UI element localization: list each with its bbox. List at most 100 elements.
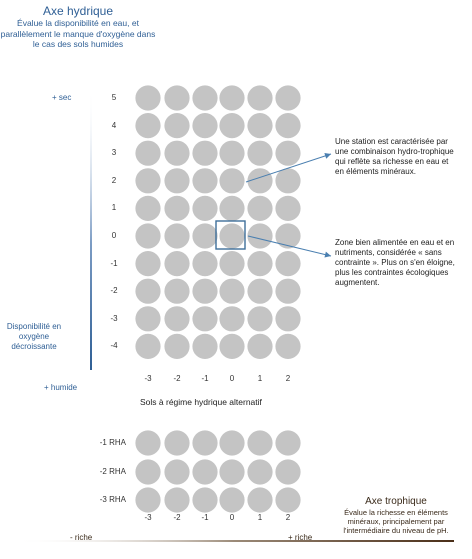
rha-row-label: -3 RHA bbox=[99, 495, 126, 504]
rha-cell bbox=[219, 487, 245, 513]
rha-cell bbox=[275, 459, 301, 485]
grid-cell bbox=[219, 333, 245, 359]
grid-cell bbox=[247, 223, 273, 249]
arrow-layer bbox=[215, 153, 332, 258]
col-label: -3 bbox=[144, 374, 152, 383]
rha-cell bbox=[164, 430, 190, 456]
grid-cell bbox=[192, 306, 218, 332]
grid-cell bbox=[247, 333, 273, 359]
rha-cell bbox=[219, 459, 245, 485]
grid-cell bbox=[275, 168, 301, 194]
oxygen-label: Disponibilité en oxygène décroissante bbox=[6, 322, 62, 351]
rha-col-label: 0 bbox=[229, 513, 235, 522]
grid-cell bbox=[219, 113, 245, 139]
grid-cell bbox=[247, 168, 273, 194]
grid-cell bbox=[219, 306, 245, 332]
grid-cell bbox=[275, 113, 301, 139]
hydric-axis-title: Axe hydrique bbox=[42, 4, 114, 18]
grid-cell bbox=[135, 168, 161, 194]
grid-cell bbox=[164, 168, 190, 194]
grid-cell bbox=[135, 223, 161, 249]
hydric-axis-description: Évalue la disponibilité en eau, et paral… bbox=[0, 18, 156, 49]
grid-cell bbox=[135, 195, 161, 221]
row-label: -2 bbox=[110, 286, 118, 296]
rha-cell bbox=[135, 459, 161, 485]
col-label: 0 bbox=[229, 374, 235, 383]
grid-cell bbox=[192, 85, 218, 111]
grid-layer bbox=[135, 85, 301, 513]
row-label: 3 bbox=[111, 148, 117, 158]
rha-cell bbox=[275, 487, 301, 513]
grid-cell bbox=[275, 251, 301, 277]
grid-cell bbox=[135, 278, 161, 304]
row-label: 0 bbox=[111, 231, 117, 240]
grid-cell bbox=[219, 278, 245, 304]
grid-cell bbox=[164, 113, 190, 139]
zone-annotation: Zone bien alimentée en eau et en nutrime… bbox=[335, 238, 455, 287]
grid-cell bbox=[247, 278, 273, 304]
grid-cell bbox=[275, 306, 301, 332]
grid-cell bbox=[219, 140, 245, 166]
grid-cell bbox=[135, 140, 161, 166]
grid-cell bbox=[164, 306, 190, 332]
grid-cell bbox=[275, 223, 301, 249]
grid-cell bbox=[247, 140, 273, 166]
grid-cell bbox=[275, 195, 301, 221]
grid-cell bbox=[192, 278, 218, 304]
grid-cell bbox=[192, 251, 218, 277]
rha-col-label: -1 bbox=[201, 513, 209, 522]
rha-cell bbox=[164, 487, 190, 513]
grid-cell bbox=[192, 168, 218, 194]
grid-cell bbox=[219, 251, 245, 277]
trophic-axis-title: Axe trophique bbox=[365, 496, 427, 507]
rha-col-label: 1 bbox=[257, 513, 263, 522]
grid-cell bbox=[275, 140, 301, 166]
grid-cell bbox=[219, 168, 245, 194]
rha-row-label: -2 RHA bbox=[99, 467, 126, 476]
row-label: 1 bbox=[111, 203, 117, 213]
row-label: -1 bbox=[110, 258, 118, 268]
grid-cell bbox=[192, 195, 218, 221]
grid-cell bbox=[135, 306, 161, 332]
grid-cell bbox=[135, 113, 161, 139]
rha-section-title: Sols à régime hydrique alternatif bbox=[140, 397, 262, 407]
rha-cell bbox=[219, 430, 245, 456]
grid-cell bbox=[164, 195, 190, 221]
station-arrow bbox=[245, 153, 332, 183]
rha-cell bbox=[275, 430, 301, 456]
col-label: 2 bbox=[285, 374, 291, 383]
grid-cell bbox=[192, 223, 218, 249]
hydric-axis-line bbox=[90, 88, 92, 370]
col-label: -2 bbox=[173, 374, 181, 383]
rich-label: + riche bbox=[288, 533, 313, 542]
station-annotation: Une station est caractérisée par une com… bbox=[335, 137, 454, 176]
grid-cell bbox=[247, 251, 273, 277]
rha-cell bbox=[192, 487, 218, 513]
grid-cell bbox=[219, 223, 245, 249]
dry-label: + sec bbox=[52, 93, 72, 102]
row-label: 2 bbox=[111, 175, 117, 185]
rha-cell bbox=[247, 459, 273, 485]
grid-cell bbox=[192, 333, 218, 359]
grid-cell bbox=[275, 85, 301, 111]
row-label: -3 bbox=[110, 313, 118, 323]
col-label: 1 bbox=[257, 374, 263, 383]
col-label: -1 bbox=[201, 374, 209, 383]
rha-row-label: -1 RHA bbox=[99, 438, 126, 447]
poor-label: - riche bbox=[70, 533, 93, 542]
grid-cell bbox=[164, 85, 190, 111]
rha-col-label: -3 bbox=[144, 513, 152, 522]
grid-cell bbox=[164, 251, 190, 277]
rha-cell bbox=[164, 459, 190, 485]
grid-cell bbox=[192, 140, 218, 166]
grid-cell bbox=[135, 251, 161, 277]
trophic-axis-description: Évalue la richesse en éléments minéraux,… bbox=[343, 508, 449, 535]
trophic-axis-line bbox=[14, 540, 454, 542]
row-label: -4 bbox=[110, 341, 118, 351]
grid-cell bbox=[247, 195, 273, 221]
grid-cell bbox=[247, 113, 273, 139]
grid-cell bbox=[219, 195, 245, 221]
rha-col-label: 2 bbox=[285, 513, 291, 522]
rha-col-label: -2 bbox=[173, 513, 181, 522]
